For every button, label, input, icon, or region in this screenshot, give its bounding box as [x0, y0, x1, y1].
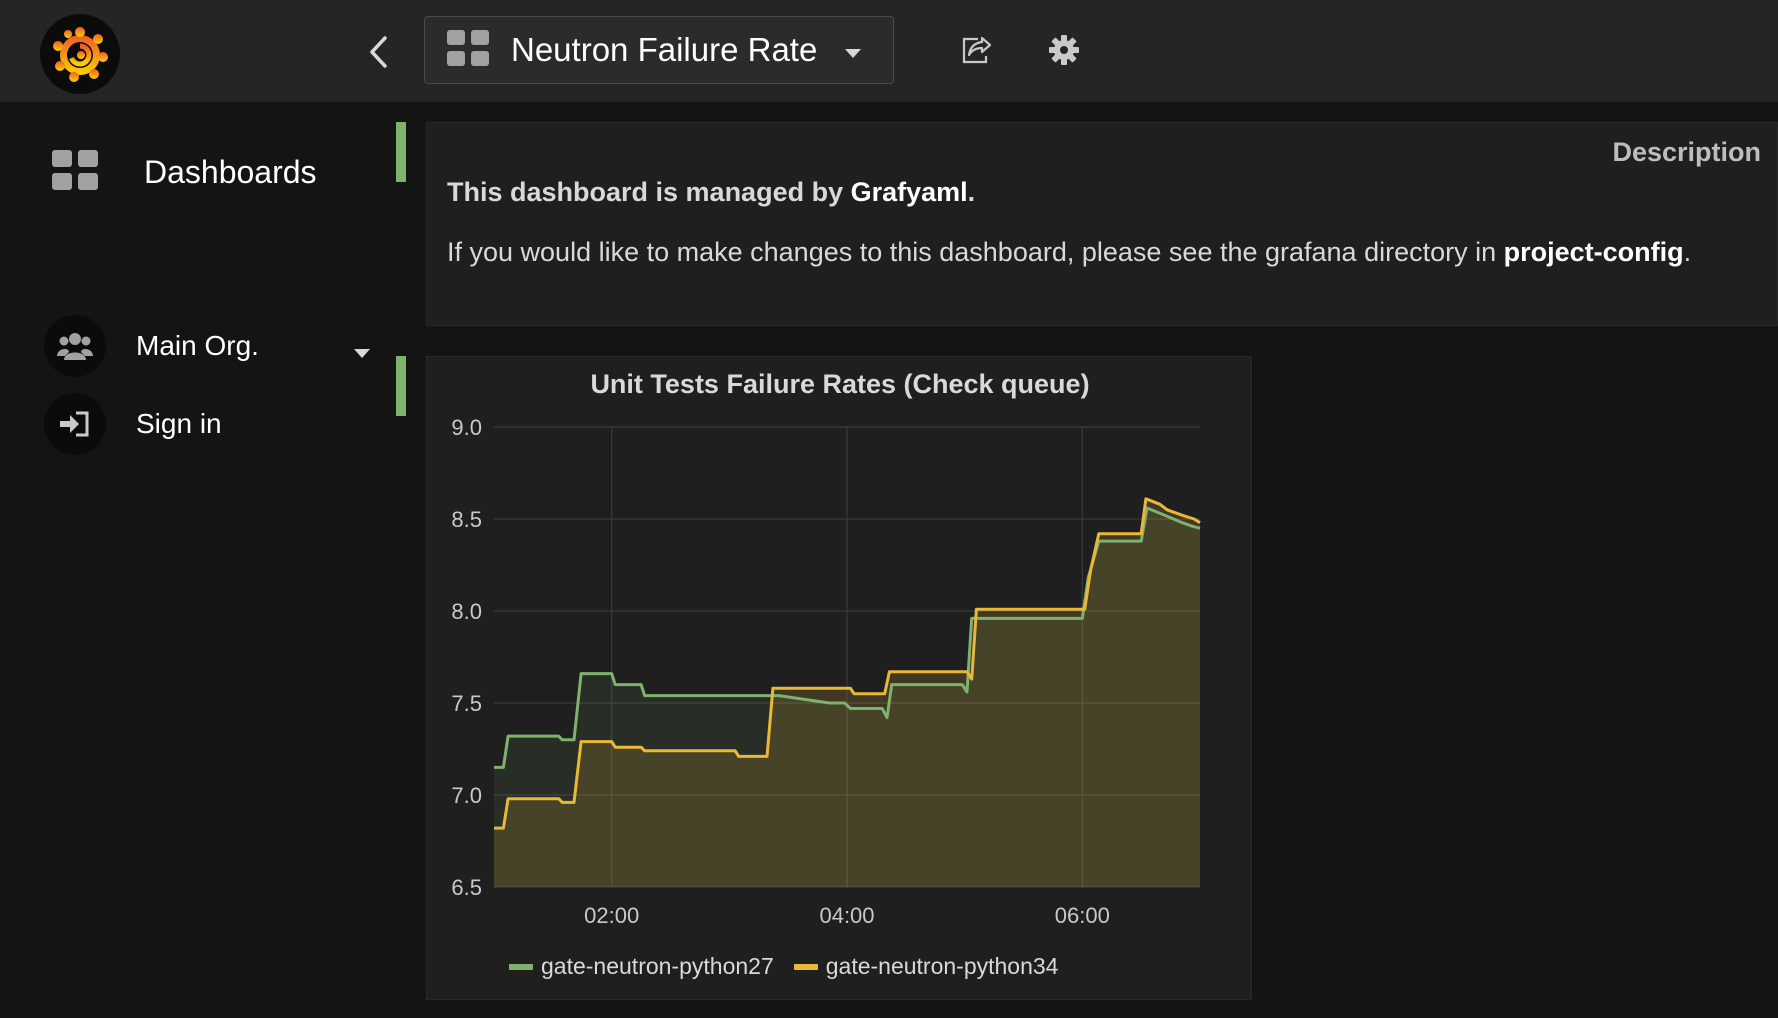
legend-swatch [509, 963, 533, 970]
sidebar-item-dashboards[interactable]: Dashboards [52, 150, 317, 195]
top-navbar: Neutron Failure Rate [0, 0, 1778, 102]
row-collapse-handle[interactable] [396, 122, 406, 182]
users-icon [44, 315, 106, 377]
panel-title[interactable]: Description [1612, 137, 1761, 167]
sidebar-item-signin[interactable]: Sign in [44, 393, 222, 455]
text: . [967, 177, 976, 207]
series-area-1 [494, 508, 1200, 887]
sign-in-icon [44, 393, 106, 455]
description-line-2: If you would like to make changes to thi… [447, 237, 1691, 268]
series-line-1 [494, 506, 1201, 769]
x-tick-label: 02:00 [584, 903, 639, 928]
grafana-logo-icon[interactable] [40, 14, 120, 94]
chart-title[interactable]: Unit Tests Failure Rates (Check queue) [590, 369, 1090, 399]
text: This dashboard is managed by [447, 177, 851, 207]
series-line-2 [494, 497, 1201, 830]
sidebar: Dashboards Main Org. Sign in [0, 102, 404, 1018]
y-tick-label: 8.5 [451, 507, 482, 532]
grafyaml-text: Grafyaml [850, 177, 968, 207]
text: If you would like to make changes to thi… [447, 237, 1504, 267]
y-tick-label: 9.0 [451, 415, 482, 440]
chart-panel: Unit Tests Failure Rates (Check queue) 9… [426, 356, 1252, 1000]
legend-label: gate-neutron-python34 [825, 953, 1059, 979]
y-tick-label: 7.5 [451, 691, 482, 716]
sidebar-item-label: Dashboards [144, 154, 317, 190]
caret-down-icon [845, 46, 862, 64]
sidebar-item-org[interactable]: Main Org. [44, 315, 259, 377]
legend-swatch [793, 963, 818, 970]
back-chevron-icon[interactable] [360, 32, 396, 72]
dashboard-grid-icon [447, 29, 489, 71]
dashboards-grid-icon [52, 150, 98, 195]
legend-label: gate-neutron-python27 [541, 953, 774, 979]
legend-item[interactable]: gate-neutron-python27 [509, 953, 774, 980]
org-caret-down-icon[interactable] [354, 346, 370, 358]
row-collapse-handle[interactable] [396, 356, 406, 416]
x-tick-label: 04:00 [819, 903, 874, 928]
settings-gear-icon[interactable] [1044, 30, 1084, 70]
chart-legend: gate-neutron-python27 gate-neutron-python… [509, 953, 1078, 980]
description-panel: Description This dashboard is managed by… [426, 122, 1778, 326]
sidebar-item-label: Sign in [136, 408, 222, 439]
y-tick-label: 8.0 [451, 599, 482, 624]
legend-item[interactable]: gate-neutron-python34 [793, 953, 1059, 980]
y-tick-label: 7.0 [451, 783, 482, 808]
dashboard-picker-button[interactable]: Neutron Failure Rate [424, 16, 894, 84]
description-line-1: This dashboard is managed by Grafyaml. [447, 177, 975, 208]
y-tick-label: 6.5 [451, 875, 482, 900]
x-tick-label: 06:00 [1055, 903, 1110, 928]
project-config-text: project-config [1503, 237, 1684, 267]
text: . [1683, 237, 1692, 267]
sidebar-item-label: Main Org. [136, 330, 259, 361]
dashboard-title: Neutron Failure Rate [511, 31, 818, 68]
chart-plot: 9.0 8.5 8.0 7.5 7.0 6.5 02:00 04:00 06:00 [451, 415, 1201, 928]
series-area-2 [494, 498, 1200, 887]
share-icon[interactable] [956, 30, 996, 70]
